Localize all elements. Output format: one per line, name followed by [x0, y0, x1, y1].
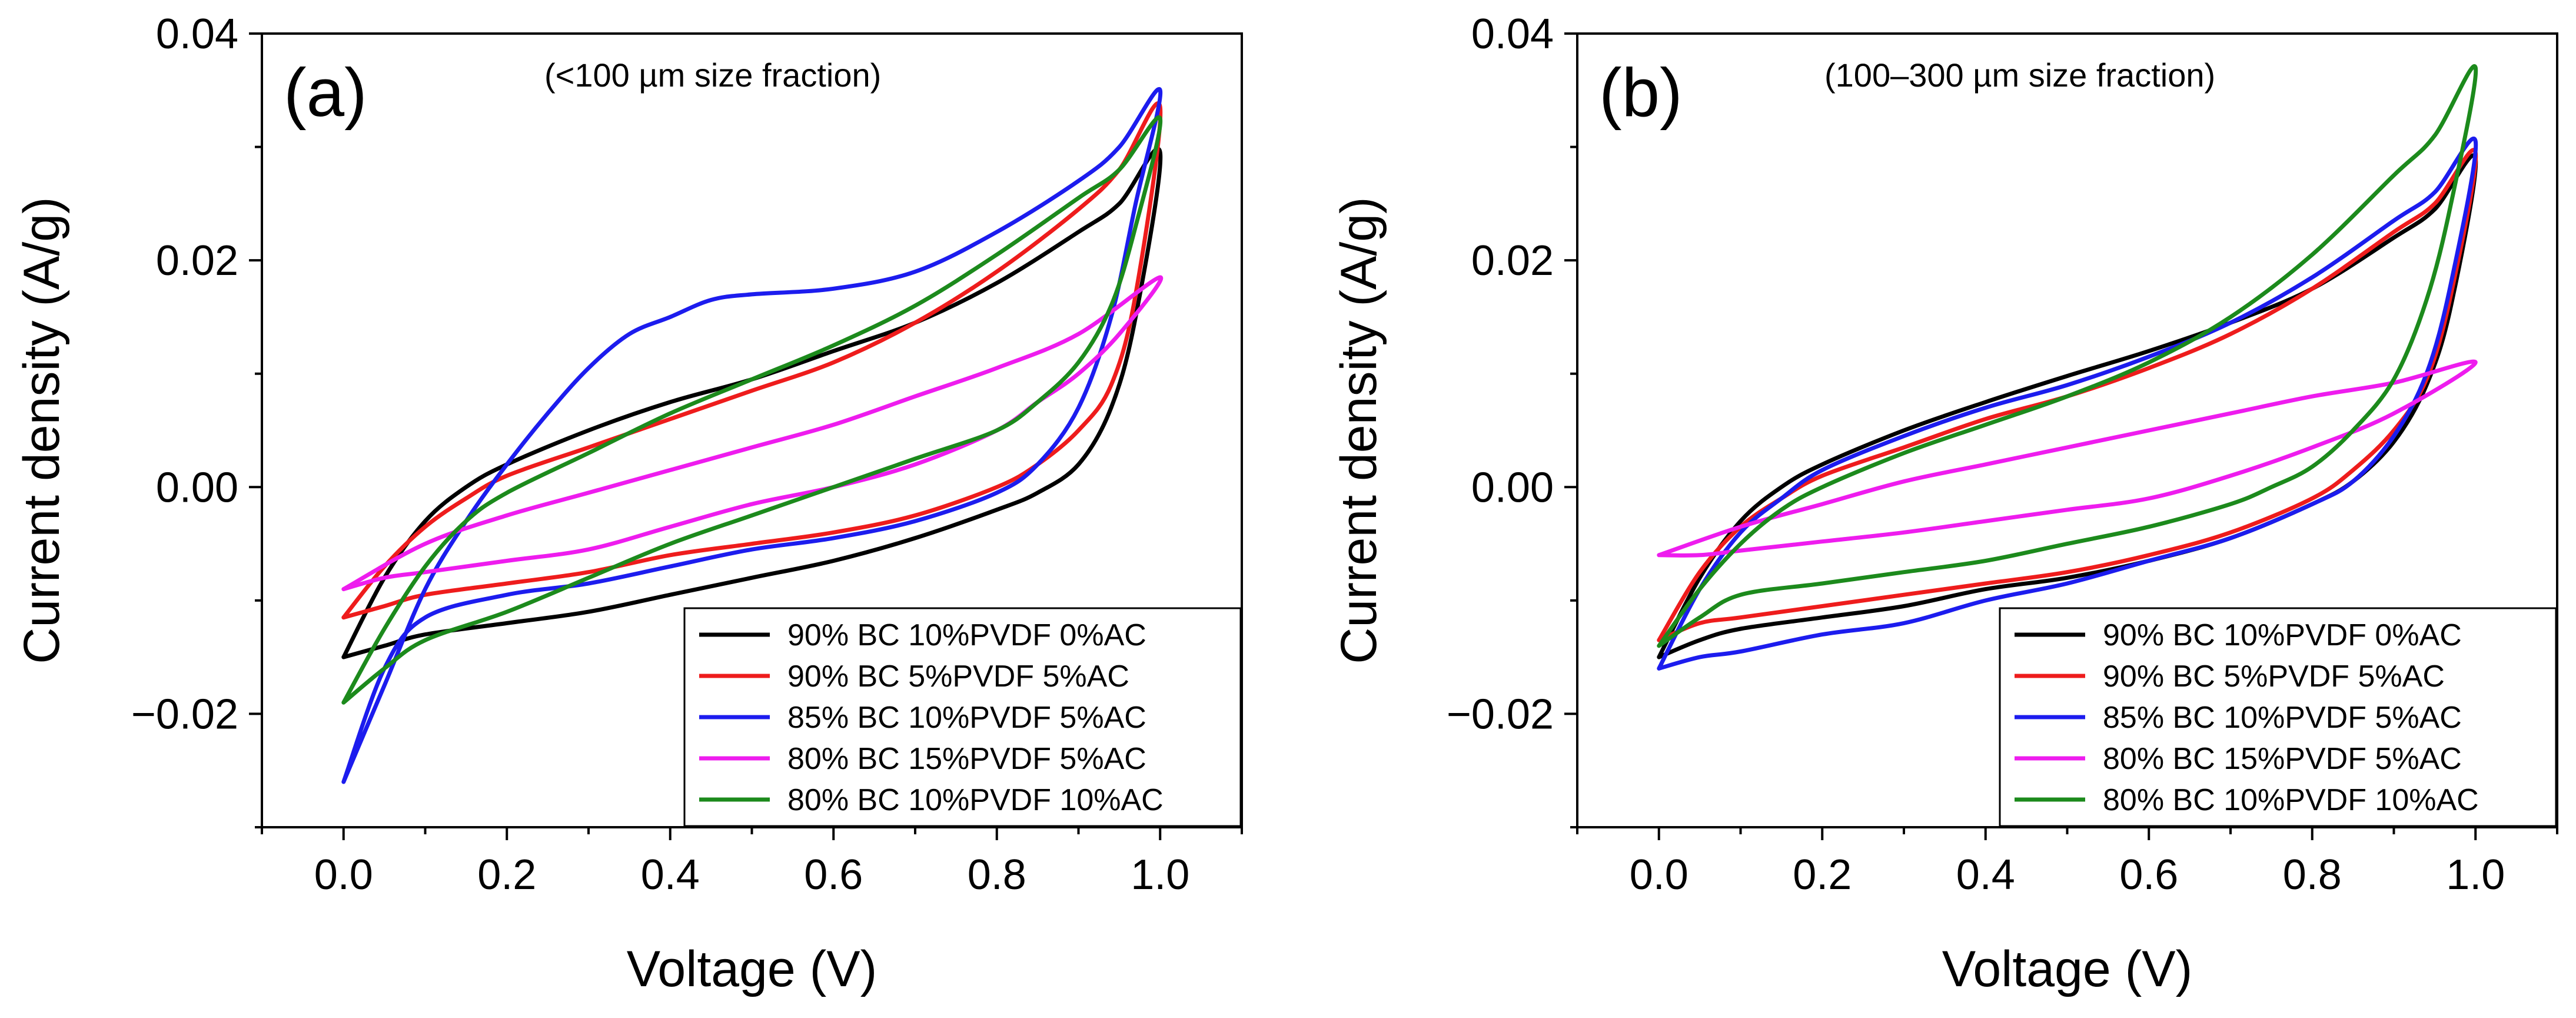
x-tick-label: 0.6 — [804, 851, 863, 898]
x-tick-label: 0.2 — [1793, 851, 1852, 898]
legend-label: 80% BC 15%PVDF 5%AC — [2103, 742, 2462, 776]
panel-label: (a) — [284, 54, 367, 131]
y-tick-label: 0.04 — [1471, 11, 1554, 58]
legend-label: 80% BC 10%PVDF 10%AC — [2103, 783, 2479, 817]
legend-label: 90% BC 5%PVDF 5%AC — [2103, 659, 2445, 694]
y-tick-label: 0.02 — [156, 237, 238, 284]
legend-box — [1999, 607, 2557, 827]
x-axis-title: Voltage (V) — [627, 941, 877, 997]
legend-label: 85% BC 10%PVDF 5%AC — [787, 701, 1146, 735]
series-line-3 — [341, 87, 1163, 784]
y-tick-label: 0.04 — [156, 11, 238, 58]
y-axis-title: Current density (A/g) — [14, 197, 70, 664]
panel-label: (b) — [1599, 54, 1683, 131]
x-tick-label: 0.0 — [314, 851, 373, 898]
series-line-5 — [1657, 64, 2478, 648]
panel-a: 0.0 0.2 0.4 0.6 0.8 1.0 −0.02 0.00 0.02 0.04 Volta… — [14, 11, 1243, 997]
y-tick-label: −0.02 — [131, 691, 238, 738]
legend-box — [683, 607, 1242, 827]
x-axis-title: Voltage (V) — [1942, 941, 2192, 997]
legend-label: 85% BC 10%PVDF 5%AC — [2103, 701, 2462, 735]
x-tick-label: 0.8 — [968, 851, 1026, 898]
panel-b: 0.0 0.2 0.4 0.6 0.8 1.0 −0.02 0.00 0.02 0.04 Volta… — [1331, 11, 2558, 997]
x-tick-label: 0.2 — [477, 851, 536, 898]
legend-label: 90% BC 5%PVDF 5%AC — [787, 659, 1129, 694]
legend-label: 80% BC 15%PVDF 5%AC — [787, 742, 1146, 776]
x-tick-label: 0.4 — [1956, 851, 2015, 898]
legend-label: 80% BC 10%PVDF 10%AC — [787, 783, 1164, 817]
y-tick-label: 0.00 — [156, 464, 238, 511]
y-tick-label: 0.02 — [1471, 237, 1554, 284]
x-tick-label: 1.0 — [1131, 851, 1189, 898]
y-tick-label: −0.02 — [1447, 691, 1554, 738]
legend-label: 90% BC 10%PVDF 0%AC — [2103, 618, 2462, 652]
panel-subtitle: (<100 µm size fraction) — [544, 57, 881, 94]
legend: 90% BC 10%PVDF 0%AC 90% BC 5%PVDF 5%AC 85%… — [683, 607, 1242, 827]
legend: 90% BC 10%PVDF 0%AC 90% BC 5%PVDF 5%AC 85%… — [1999, 607, 2557, 827]
y-tick-label: 0.00 — [1471, 464, 1554, 511]
series-line-4 — [1657, 359, 2478, 558]
x-tick-label: 0.4 — [641, 851, 700, 898]
series-line-3 — [1657, 137, 2478, 671]
series-line-2 — [341, 101, 1163, 620]
series-line-4 — [341, 275, 1164, 592]
x-tick-label: 0.6 — [2119, 851, 2178, 898]
x-tick-label: 0.0 — [1630, 851, 1688, 898]
panel-subtitle: (100–300 µm size fraction) — [1824, 57, 2215, 94]
x-tick-label: 1.0 — [2446, 851, 2505, 898]
x-tick-label: 0.8 — [2283, 851, 2342, 898]
legend-label: 90% BC 10%PVDF 0%AC — [787, 618, 1146, 652]
y-axis-title: Current density (A/g) — [1331, 197, 1387, 664]
series-line-5 — [341, 115, 1163, 705]
series-line-1 — [341, 147, 1163, 659]
